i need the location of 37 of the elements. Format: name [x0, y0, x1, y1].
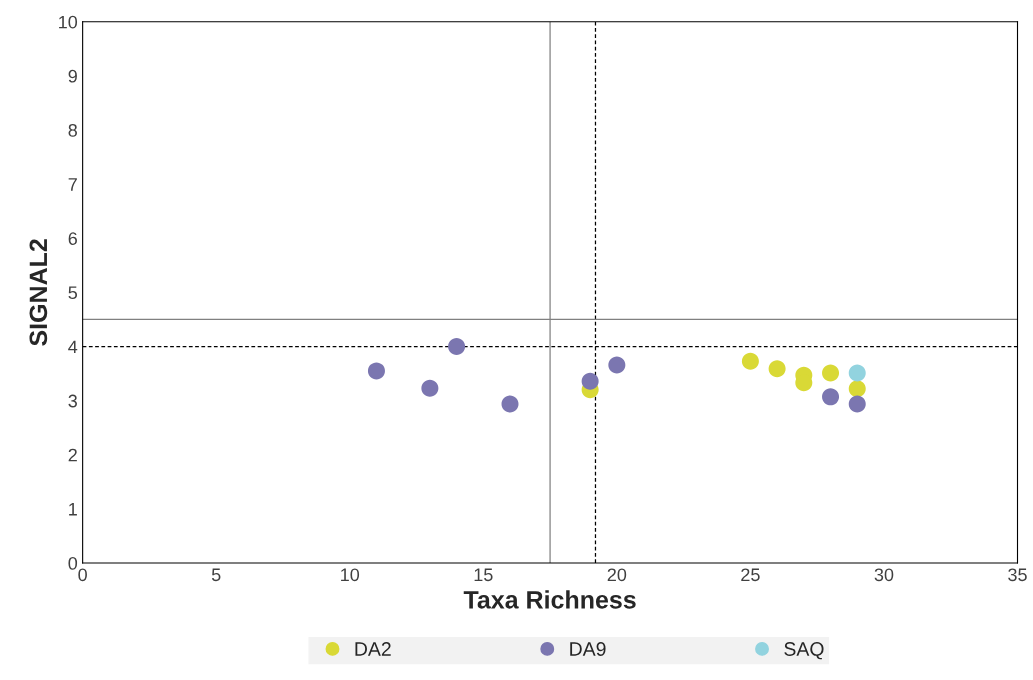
x-tick-label: 25 — [741, 568, 760, 582]
x-tick-label: 30 — [874, 568, 894, 582]
point — [501, 395, 519, 413]
y-tick-label: 2 — [68, 448, 77, 462]
point — [822, 388, 840, 406]
point — [848, 364, 866, 382]
legend-label: DA2 — [355, 642, 391, 656]
point — [421, 379, 439, 397]
point — [448, 338, 466, 356]
y-tick-label: 8 — [68, 123, 77, 137]
point — [741, 352, 759, 370]
point — [848, 380, 866, 398]
x-axis-title: Taxa Richness — [463, 590, 636, 609]
point — [581, 372, 599, 390]
point — [367, 362, 385, 380]
y-tick-label: 0 — [68, 556, 78, 570]
y-tick-label: 3 — [68, 394, 77, 408]
x-tick-label: 5 — [211, 568, 221, 582]
legend-label: DA9 — [570, 642, 606, 656]
legend-label: SAQ — [784, 642, 824, 660]
y-tick-label: 5 — [68, 286, 78, 300]
x-tick-label: 15 — [474, 568, 493, 582]
x-tick-label: 20 — [607, 568, 627, 582]
point — [848, 395, 866, 413]
x-tick-label: 0 — [78, 568, 87, 582]
point — [608, 356, 626, 374]
y-tick-label: 4 — [68, 340, 78, 354]
point — [822, 364, 840, 382]
y-tick-label: 1 — [69, 503, 77, 516]
x-tick-label: 10 — [341, 568, 360, 582]
y-tick-label: 10 — [59, 15, 78, 29]
x-tick-label: 35 — [1008, 568, 1027, 582]
y-tick-label: 9 — [68, 69, 77, 83]
y-axis-title: SIGNAL2 — [29, 239, 48, 346]
y-tick-label: 6 — [68, 232, 77, 245]
y-tick-label: 7 — [68, 178, 77, 191]
point — [768, 360, 786, 378]
